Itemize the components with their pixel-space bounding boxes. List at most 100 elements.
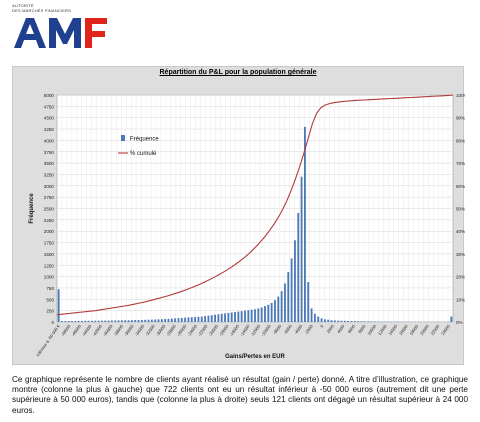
frequency-bar	[164, 319, 167, 322]
x-tick-label: 24000	[440, 323, 451, 336]
frequency-bar	[250, 309, 253, 322]
frequency-bar	[94, 320, 97, 322]
frequency-bar	[160, 319, 163, 322]
chart-caption: Ce graphique représente le nombre de cli…	[12, 375, 468, 415]
frequency-bar	[300, 176, 303, 322]
frequency-bar	[237, 311, 240, 322]
frequency-bar	[61, 321, 63, 322]
x-tick-label: 18000	[408, 323, 419, 336]
frequency-bar	[144, 319, 147, 322]
frequency-bar	[134, 320, 137, 322]
y-tick-label: 500	[46, 297, 54, 302]
x-tick-label: 0	[319, 323, 325, 328]
frequency-bar	[197, 316, 200, 322]
frequency-bar	[120, 320, 123, 322]
x-tick-label: -30000	[155, 323, 167, 337]
y-tick-label: 3250	[44, 172, 55, 177]
frequency-bar	[287, 272, 290, 322]
frequency-bar	[357, 321, 360, 322]
x-tick-label: 6000	[347, 323, 357, 334]
y-tick-label: 3000	[44, 184, 55, 189]
frequency-bar	[157, 319, 160, 322]
legend-label-cumulative: % cumulé	[130, 151, 157, 157]
y2-tick-label: 80%	[456, 138, 465, 143]
frequency-bar	[77, 320, 80, 322]
x-tick-label: -28000	[165, 323, 177, 337]
frequency-bar	[240, 311, 243, 322]
frequency-bar	[97, 320, 100, 322]
frequency-bar	[200, 316, 203, 322]
frequency-bar	[194, 317, 197, 322]
y-tick-label: 4750	[44, 104, 55, 109]
x-tick-label: inférieur à -50 000 €	[35, 323, 61, 357]
frequency-bar	[264, 306, 266, 322]
frequency-bar	[254, 309, 256, 322]
frequency-bar	[140, 319, 143, 322]
frequency-bar	[87, 320, 90, 322]
x-axis-title: Gains/Pertes en EUR	[225, 354, 285, 360]
y-tick-label: 3750	[44, 150, 55, 155]
x-tick-label: -36000	[123, 323, 135, 337]
frequency-bar	[257, 308, 260, 322]
frequency-bar	[57, 289, 60, 322]
frequency-bar	[124, 320, 127, 322]
frequency-bar	[343, 320, 346, 322]
x-tick-label: -48000	[60, 323, 72, 337]
frequency-bar	[260, 307, 263, 322]
frequency-bar	[363, 321, 366, 322]
frequency-bar	[180, 317, 183, 322]
y-tick-label: 4000	[44, 138, 55, 143]
x-tick-label: 20000	[419, 323, 430, 336]
x-tick-label: -2000	[304, 323, 315, 335]
x-tick-label: 8000	[357, 323, 367, 334]
y-tick-label: 2500	[44, 207, 55, 212]
x-tick-label: -10000	[260, 323, 272, 337]
frequency-bar	[101, 320, 103, 322]
y2-tick-label: 30%	[456, 252, 465, 257]
amf-wordmark	[14, 18, 107, 48]
x-tick-label: 10000	[366, 323, 377, 336]
frequency-bar	[214, 314, 216, 322]
frequency-bar	[217, 314, 220, 322]
frequency-bar	[187, 317, 190, 322]
y-tick-label: 4500	[44, 116, 55, 121]
x-tick-label: 22000	[430, 323, 441, 336]
frequency-bar	[147, 319, 150, 322]
x-tick-label: -6000	[283, 323, 294, 335]
frequency-bar	[330, 320, 333, 322]
y-tick-label: 1750	[44, 241, 55, 246]
y2-tick-label: 20%	[456, 275, 465, 280]
x-tick-label: -8000	[272, 323, 283, 335]
x-tick-label: -12000	[250, 323, 262, 337]
frequency-bar	[307, 282, 310, 322]
frequency-bar	[270, 302, 273, 322]
x-tick-label: 12000	[377, 323, 388, 336]
y-tick-label: 750	[46, 286, 54, 291]
frequency-bar	[274, 300, 276, 322]
x-tick-label: 2000	[325, 323, 335, 334]
y-tick-label: 4250	[44, 127, 55, 132]
frequency-bar	[227, 312, 230, 322]
frequency-bar	[210, 315, 213, 322]
frequency-bar	[373, 321, 376, 322]
x-tick-label: -4000	[293, 323, 304, 335]
x-tick-label: -22000	[197, 323, 209, 337]
x-tick-label: 16000	[398, 323, 409, 336]
frequency-bar	[167, 318, 170, 322]
x-tick-label: -24000	[186, 323, 198, 337]
y2-tick-label: 40%	[456, 229, 465, 234]
frequency-bar	[207, 315, 210, 322]
frequency-bar	[280, 291, 283, 322]
y2-tick-label: 70%	[456, 161, 465, 166]
frequency-bar	[104, 320, 107, 322]
cumulative-line	[56, 94, 454, 316]
legend-label-frequency: Fréquence	[130, 137, 159, 143]
frequency-bar	[150, 319, 153, 322]
frequency-bar	[347, 320, 350, 322]
y-axis-title: Fréquence	[29, 193, 35, 224]
y2-tick-label: 10%	[456, 297, 465, 302]
y-tick-label: 2750	[44, 195, 55, 200]
y-tick-label: 2000	[44, 229, 55, 234]
frequency-bar	[337, 320, 340, 322]
y2-tick-label: 100%	[456, 93, 465, 98]
